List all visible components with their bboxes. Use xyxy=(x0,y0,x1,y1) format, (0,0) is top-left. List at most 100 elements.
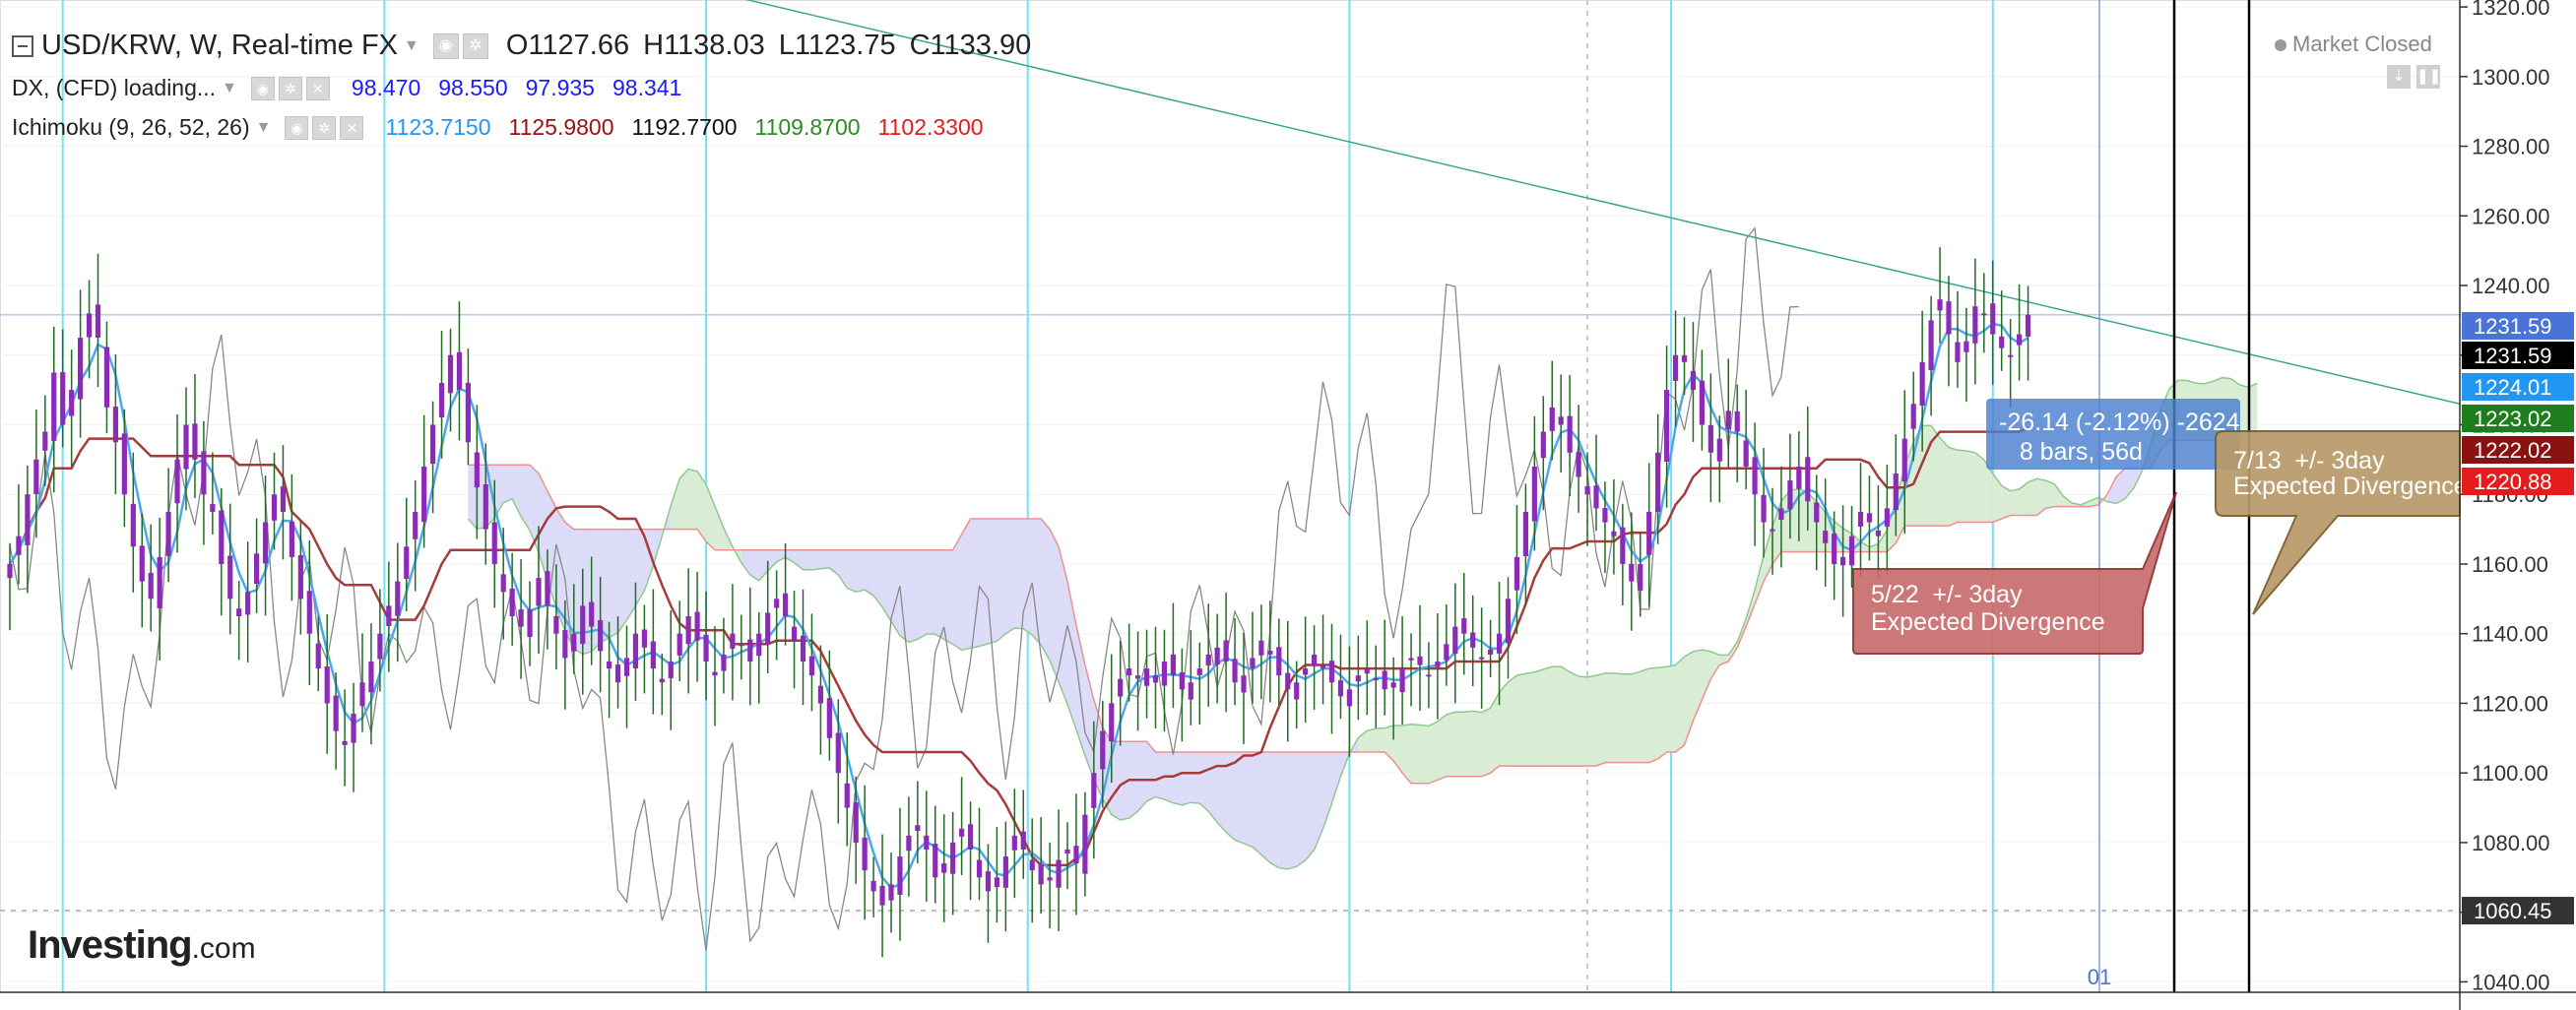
ichimoku-cloud-segment xyxy=(847,549,857,593)
gear-icon[interactable]: ✲ xyxy=(278,76,302,100)
ichimoku-cloud-segment xyxy=(970,518,980,649)
candle-body xyxy=(201,451,207,495)
eye-icon[interactable]: ◉ xyxy=(432,32,459,59)
candle-body xyxy=(1672,354,1679,381)
candle-body xyxy=(33,459,39,495)
ichimoku-cloud-segment xyxy=(1472,711,1482,777)
dropdown-caret-icon[interactable]: ▼ xyxy=(255,118,272,136)
candle-body xyxy=(254,553,260,585)
candle-body xyxy=(967,824,974,850)
y-tick-label: 1040.00 xyxy=(2472,970,2550,994)
candle-body xyxy=(580,605,586,645)
senkou-span-a-line xyxy=(467,376,2258,870)
ichimoku-cloud-segment xyxy=(794,549,804,570)
y-tick-label: 1280.00 xyxy=(2472,135,2550,159)
candle-body xyxy=(1964,341,1969,352)
dropdown-caret-icon[interactable]: ▼ xyxy=(222,79,237,96)
candle-body xyxy=(1399,668,1405,693)
ichimoku-value: 1192.7700 xyxy=(631,114,738,140)
ichimoku-cloud-segment xyxy=(1587,675,1596,767)
candle-body xyxy=(1223,640,1229,662)
ichimoku-cloud-segment xyxy=(873,549,883,607)
ichimoku-cloud-segment xyxy=(1887,501,1897,552)
divergence-callout-1 xyxy=(1852,491,2177,655)
ichimoku-cloud-segment xyxy=(917,549,927,640)
candle-body xyxy=(1364,668,1370,674)
candle-body xyxy=(78,338,84,400)
candle-body xyxy=(16,536,22,555)
candle-body xyxy=(1505,599,1512,644)
price-label-text: 1224.01 xyxy=(2474,375,2552,400)
candle-body xyxy=(2017,334,2023,346)
candle-body xyxy=(888,884,894,901)
senkou-span-b-line xyxy=(468,430,2258,785)
candle-body xyxy=(685,616,691,645)
candle-body xyxy=(1620,527,1626,564)
candle-body xyxy=(518,609,524,627)
candle-body xyxy=(165,511,171,556)
ichimoku-cloud-segment xyxy=(1869,543,1879,552)
ichimoku-cloud-segment xyxy=(1983,459,1993,523)
ichimoku-cloud-segment xyxy=(838,549,848,589)
ichimoku-cloud-segment xyxy=(1702,650,1711,700)
investing-logo: Investing.com xyxy=(28,923,256,968)
eye-icon[interactable]: ◉ xyxy=(285,115,309,140)
candle-body xyxy=(1531,466,1537,522)
candle-body xyxy=(870,880,876,892)
candle-body xyxy=(862,837,868,871)
eye-icon[interactable]: ◉ xyxy=(250,76,275,100)
candle-body xyxy=(623,658,630,676)
candle-body xyxy=(42,431,48,451)
candle-body xyxy=(676,633,682,656)
scroll-down-icon[interactable]: ⇣ xyxy=(2387,65,2411,89)
ichimoku-cloud-segment xyxy=(1798,488,1808,552)
candle-body xyxy=(342,740,348,745)
candle-body xyxy=(659,678,665,683)
ichimoku-cloud-segment xyxy=(1032,518,1042,645)
ichimoku-cloud-segment xyxy=(1657,666,1667,760)
dropdown-caret-icon[interactable]: ▼ xyxy=(404,36,419,54)
measure-label: 8 bars, 56d xyxy=(1999,438,2143,466)
candle-body xyxy=(571,633,577,652)
symbol-title[interactable]: USD/KRW, W, Real-time FX xyxy=(41,30,399,61)
candle-body xyxy=(1214,647,1220,665)
candle-body xyxy=(1646,511,1652,555)
candle-body xyxy=(1038,863,1044,885)
close-icon[interactable]: ✕ xyxy=(305,76,330,100)
ichimoku-cloud-segment xyxy=(1182,751,1191,805)
close-icon[interactable]: ✕ xyxy=(340,115,364,140)
ichimoku-cloud-segment xyxy=(1675,657,1685,752)
ichimoku-cloud-segment xyxy=(1463,711,1473,777)
candle-body xyxy=(1346,689,1352,707)
candle-body xyxy=(844,783,850,808)
ichimoku-cloud-segment xyxy=(2090,497,2099,507)
ichimoku-cloud-segment xyxy=(2116,468,2125,504)
price-label-tag xyxy=(2462,342,2574,369)
candle-body xyxy=(1328,661,1335,683)
ichimoku-cloud-segment xyxy=(943,549,953,645)
candle-body xyxy=(1919,361,1925,407)
ichimoku-cloud-segment xyxy=(2054,483,2064,507)
candle-body xyxy=(1866,513,1873,523)
ichimoku-cloud-segment xyxy=(1710,651,1720,679)
dx-label[interactable]: DX, (CFD) loading... xyxy=(12,75,217,100)
candle-body xyxy=(1205,654,1211,666)
pause-icon[interactable]: ❚❚ xyxy=(2416,65,2441,89)
ichimoku-cloud-segment xyxy=(2107,476,2117,504)
candle-body xyxy=(536,578,542,606)
gear-icon[interactable]: ✲ xyxy=(462,32,488,59)
ichimoku-cloud-segment xyxy=(2019,481,2029,516)
ichimoku-cloud-segment xyxy=(1949,447,1958,527)
candle-body xyxy=(1884,508,1890,527)
gear-icon[interactable]: ✲ xyxy=(312,115,337,140)
candle-body xyxy=(297,554,303,600)
candle-body xyxy=(703,634,709,662)
ichimoku-label[interactable]: Ichimoku (9, 26, 52, 26) xyxy=(12,114,250,140)
candle-body xyxy=(1426,674,1432,677)
ichimoku-cloud-segment xyxy=(1499,681,1509,767)
collapse-icon[interactable] xyxy=(12,34,33,57)
candle-body xyxy=(51,372,57,441)
ichimoku-cloud-segment xyxy=(856,549,866,593)
dx-value: 97.935 xyxy=(525,75,595,100)
